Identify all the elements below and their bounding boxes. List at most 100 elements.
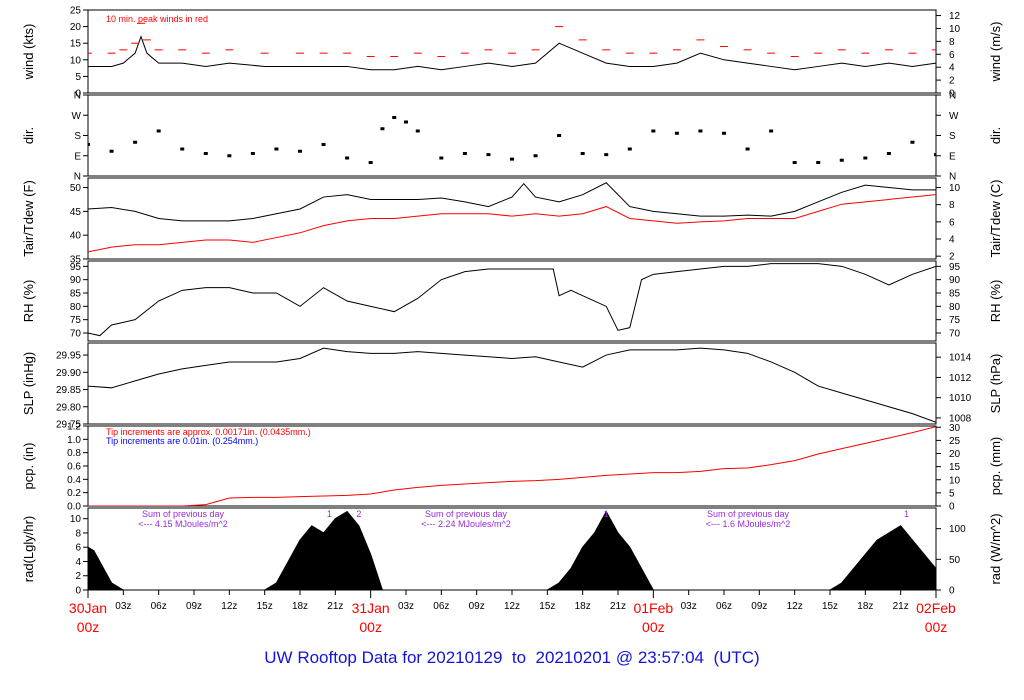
dir-point (404, 120, 408, 124)
dir-ytick-label: N (74, 172, 81, 183)
x-tick-label: 03z (681, 601, 697, 612)
rad-ytick-right-label: 0 (949, 586, 955, 597)
panel-wind: 0 5 10 15 20 25 0 2 4 6 8 10 12 wind (kts) wind (m/s) 1… (21, 6, 1003, 100)
wind-ytick-right-label: 4 (949, 63, 955, 74)
temp-frame (87, 177, 937, 260)
rh-frame (87, 260, 937, 342)
rh-ylabel: RH (%) (21, 280, 36, 323)
rad-ylabel: rad(Lgly/hr) (21, 516, 36, 582)
x-tick-label: 09z (469, 601, 485, 612)
rh-ytick-right-label: 80 (949, 302, 961, 313)
x-axis: 03z 06z 09z 12z 15z 18z 21z 03z 06z 09z 12z 15z 18z 2… (69, 590, 956, 635)
x-tick-label: 06z (151, 601, 167, 612)
x-tick-label: 15z (822, 601, 838, 612)
temp-series-line-0 (88, 182, 936, 222)
pcp-ylabel-right: pcp. (mm) (988, 437, 1003, 496)
wind-frame (87, 9, 937, 94)
pcp-ytick-right-label: 0 (949, 502, 955, 513)
rh-ytick-label: 75 (70, 315, 82, 326)
dir-point (462, 152, 467, 155)
rad-ytick-label: 0 (75, 586, 81, 597)
wind-ytick-right-label: 2 (949, 76, 955, 87)
wind-ytick-label: 0 (75, 89, 81, 100)
wind-ytick-label: 5 (75, 72, 81, 83)
dir-point (109, 149, 114, 153)
rad-sum-value: <--- 4.15 MJoules/m^2 (138, 519, 228, 529)
wind-ytick-label: 20 (70, 22, 82, 33)
slp-ytick-right-label: 1010 (949, 393, 972, 404)
x-day-time: 00z (642, 619, 665, 635)
x-tick-label: 12z (504, 601, 520, 612)
rad-sum-label: Sum of previous day (142, 509, 225, 519)
dir-ytick-right-label: E (949, 151, 956, 162)
dir-point (863, 156, 868, 160)
wind-ytick-right-label: 12 (949, 11, 961, 22)
rad-sum-value: <--- 1.6 MJoules/m^2 (706, 519, 791, 529)
pcp-ytick-right-label: 10 (949, 475, 961, 486)
x-tick-label: 03z (115, 601, 131, 612)
dir-point (910, 140, 915, 144)
dir-point (604, 153, 609, 157)
rad-sum-label: Sum of previous day (707, 509, 790, 519)
dir-point (203, 152, 208, 155)
dir-point (156, 129, 161, 133)
panel-pcp: 0.0 0.2 0.4 0.6 0.8 1.0 1.2 0 5 10 15 20 25 30 pcp. (i… (21, 422, 1003, 513)
dir-point (415, 129, 420, 133)
dir-ytick-label: S (74, 131, 81, 142)
rad-ytick-label: 4 (75, 557, 81, 568)
pcp-series-line-0 (88, 426, 936, 506)
rh-ytick-right-label: 95 (949, 262, 961, 273)
dir-point (745, 147, 750, 151)
rad-series-group (88, 510, 936, 590)
dir-ylabel: dir. (21, 127, 36, 144)
dir-ytick-label: E (74, 151, 81, 162)
x-tick-label: 03z (398, 601, 414, 612)
x-day-label: 02Feb (916, 600, 956, 616)
x-tick-label: 21z (327, 601, 343, 612)
slp-ytick-right-label: 1014 (949, 353, 972, 364)
dir-point (557, 134, 562, 137)
temp-ytick-right-label: 8 (949, 200, 955, 211)
temp-ytick-label: 35 (70, 255, 82, 266)
rad-ytick-right-label: 100 (949, 524, 966, 535)
dir-point (380, 127, 385, 131)
dir-ytick-right-label: N (949, 91, 956, 102)
temp-ytick-right-label: 10 (949, 183, 961, 194)
dir-ytick-right-label: W (949, 111, 959, 122)
pcp-ytick-label: 0.2 (67, 488, 81, 499)
slp-ytick-label: 29.90 (56, 368, 81, 379)
pcp-ytick-right-label: 5 (949, 488, 955, 499)
temp-ytick-label: 40 (70, 231, 82, 242)
slp-ytick-right-label: 1008 (949, 413, 972, 424)
dir-point (698, 129, 703, 133)
dir-point (250, 152, 255, 155)
pcp-ytick-label: 1.0 (67, 435, 81, 446)
dir-series-group (88, 116, 936, 164)
rad-ytick-right-label: 50 (949, 555, 961, 566)
dir-ylabel-right: dir. (988, 127, 1003, 144)
dir-point (769, 129, 774, 133)
wind-ytick-right-label: 0 (949, 89, 955, 100)
temp-ytick-right-label: 6 (949, 217, 955, 228)
rh-series-line-0 (88, 263, 936, 337)
rad-ytick-label: 6 (75, 543, 81, 554)
dir-ytick-label: N (74, 91, 81, 102)
slp-series-group (88, 347, 936, 423)
x-tick-label: 15z (257, 601, 273, 612)
wind-ylabel: wind (kts) (21, 24, 36, 81)
dir-point (580, 152, 585, 155)
dir-point (627, 147, 632, 151)
dir-frame (87, 94, 937, 177)
dir-ytick-right-label: N (949, 172, 956, 183)
dir-point (88, 143, 90, 146)
panel-slp: 29.75 29.80 29.85 29.90 29.95 1008 1010 1012 101… (21, 342, 1003, 431)
rh-ytick-label: 90 (70, 275, 82, 286)
rh-ytick-label: 85 (70, 289, 82, 300)
slp-ytick-label: 29.95 (56, 351, 81, 362)
rad-ylabel-right: rad (W/m^2) (988, 513, 1003, 584)
slp-ylabel-right: SLP (hPa) (988, 354, 1003, 414)
dir-point (839, 158, 844, 162)
temp-series-line-1 (88, 194, 936, 253)
x-tick-label: 18z (857, 601, 873, 612)
